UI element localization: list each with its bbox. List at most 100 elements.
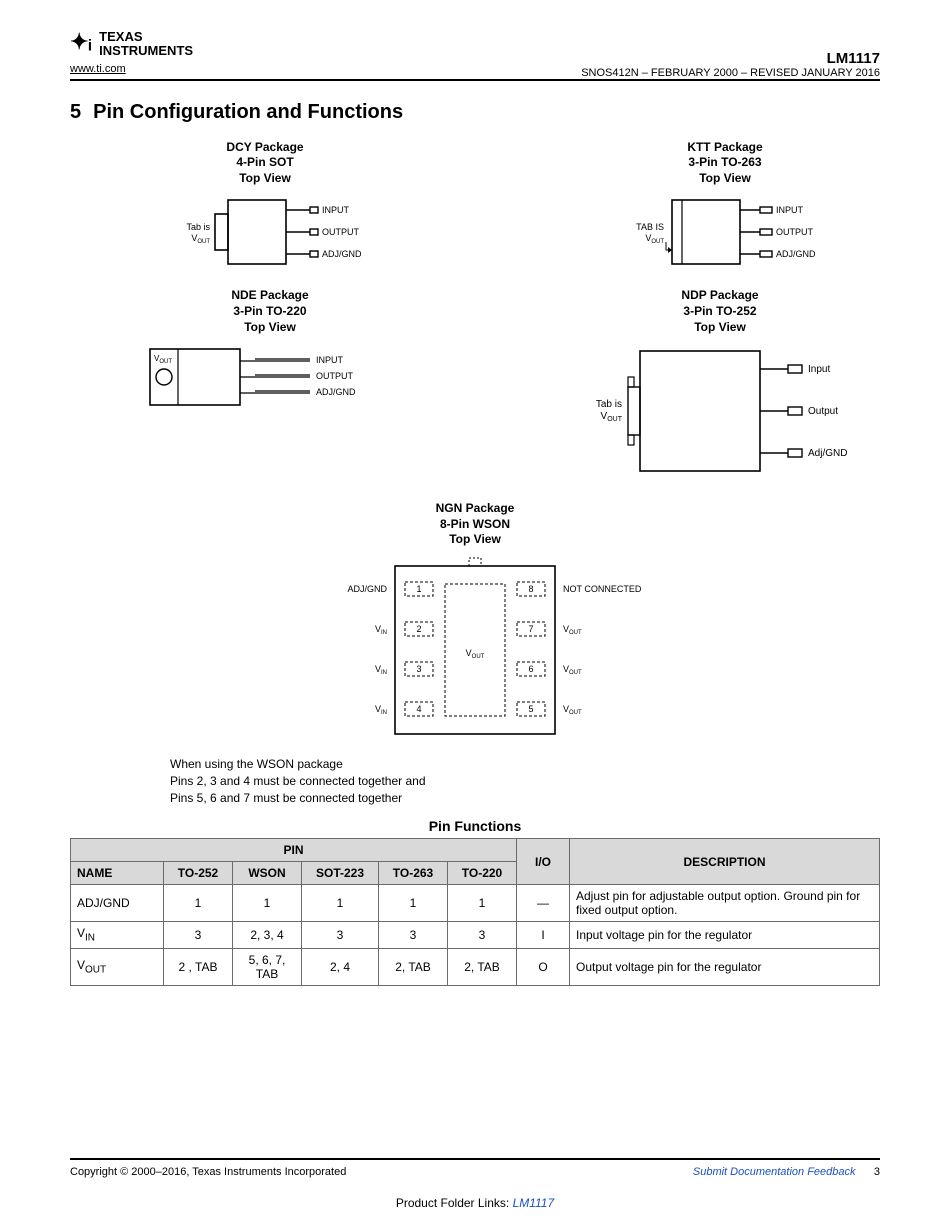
- dcy-diagram: Tab is VOUT INPUT OUTPUT ADJ/GND: [160, 192, 370, 278]
- section-title: 5 Pin Configuration and Functions: [70, 101, 880, 124]
- cell: 3: [302, 922, 379, 948]
- cell: 1: [233, 885, 302, 922]
- section-number: 5: [70, 101, 81, 123]
- table-title: Pin Functions: [70, 818, 880, 834]
- brand-line1: TEXAS: [99, 29, 142, 44]
- cell-io: —: [517, 885, 570, 922]
- dcy-block: DCY Package 4-Pin SOT Top View Tab is VO…: [160, 140, 370, 279]
- svg-text:5: 5: [528, 704, 533, 714]
- cell: 2, 3, 4: [233, 922, 302, 948]
- th-c4: TO-263: [379, 862, 448, 885]
- svg-text:OUTPUT: OUTPUT: [322, 227, 360, 237]
- svg-text:VOUT: VOUT: [563, 704, 582, 716]
- svg-text:VOUT: VOUT: [466, 648, 485, 660]
- cell-name: VIN: [71, 922, 164, 948]
- ngn-name: NGN Package: [436, 501, 515, 515]
- cell: 2, TAB: [448, 948, 517, 985]
- nde-name: NDE Package: [231, 288, 308, 302]
- product-link[interactable]: LM1117: [513, 1196, 555, 1210]
- wson-note-l1: When using the WSON package: [170, 757, 343, 771]
- cell: 3: [448, 922, 517, 948]
- dcy-l3: Top View: [239, 171, 291, 185]
- cell: 1: [379, 885, 448, 922]
- nde-diagram: VOUT INPUT OUTPUT ADJ/GND: [140, 341, 400, 421]
- cell-desc: Input voltage pin for the regulator: [570, 922, 880, 948]
- svg-text:TAB IS: TAB IS: [636, 222, 664, 232]
- feedback-link[interactable]: Submit Documentation Feedback: [693, 1166, 856, 1178]
- svg-text:ADJ/GND: ADJ/GND: [776, 249, 816, 259]
- wson-note: When using the WSON package Pins 2, 3 an…: [170, 756, 880, 806]
- svg-text:Adj/GND: Adj/GND: [808, 448, 847, 459]
- cell: 3: [379, 922, 448, 948]
- cell: 1: [164, 885, 233, 922]
- svg-text:INPUT: INPUT: [316, 355, 344, 365]
- svg-text:VIN: VIN: [375, 624, 387, 636]
- ngn-l2: 8-Pin WSON: [440, 517, 510, 531]
- nde-l3: Top View: [244, 320, 296, 334]
- svg-text:Input: Input: [808, 364, 830, 375]
- cell-desc: Adjust pin for adjustable output option.…: [570, 885, 880, 922]
- svg-text:VOUT: VOUT: [191, 233, 210, 245]
- ngn-l3: Top View: [449, 532, 501, 546]
- cell-name: ADJ/GND: [71, 885, 164, 922]
- svg-text:VOUT: VOUT: [645, 233, 664, 245]
- svg-text:6: 6: [528, 664, 533, 674]
- svg-text:3: 3: [416, 664, 421, 674]
- ndp-diagram: Tab is VOUT Input Output Adj/GND: [570, 341, 870, 491]
- ktt-l2: 3-Pin TO-263: [688, 155, 761, 169]
- nde-l2: 3-Pin TO-220: [233, 304, 306, 318]
- svg-text:ADJ/GND: ADJ/GND: [347, 584, 387, 594]
- th-desc: DESCRIPTION: [570, 839, 880, 885]
- svg-text:VOUT: VOUT: [154, 354, 172, 365]
- svg-text:INPUT: INPUT: [322, 205, 350, 215]
- ktt-diagram: TAB IS VOUT INPUT OUTPUT ADJ/GND: [610, 192, 840, 278]
- cell: 2 , TAB: [164, 948, 233, 985]
- product-folder-label: Product Folder Links:: [396, 1196, 509, 1210]
- wson-note-l3: Pins 5, 6 and 7 must be connected togeth…: [170, 791, 402, 805]
- cell: 3: [164, 922, 233, 948]
- svg-text:VOUT: VOUT: [563, 624, 582, 636]
- ktt-name: KTT Package: [687, 140, 762, 154]
- page-number: 3: [874, 1166, 880, 1178]
- th-pin: PIN: [71, 839, 517, 862]
- dcy-l2: 4-Pin SOT: [236, 155, 293, 169]
- part-number: LM1117: [581, 50, 880, 67]
- svg-text:4: 4: [416, 704, 421, 714]
- svg-text:7: 7: [528, 624, 533, 634]
- svg-text:VOUT: VOUT: [563, 664, 582, 676]
- nde-block: NDE Package 3-Pin TO-220 Top View VOUT I…: [140, 288, 400, 491]
- cell: 5, 6, 7, TAB: [233, 948, 302, 985]
- svg-text:VIN: VIN: [375, 664, 387, 676]
- th-c2: WSON: [233, 862, 302, 885]
- svg-text:NOT CONNECTED: NOT CONNECTED: [563, 584, 642, 594]
- svg-text:VIN: VIN: [375, 704, 387, 716]
- table-row: VOUT2 , TAB5, 6, 7, TAB2, 42, TAB2, TABO…: [71, 948, 880, 985]
- ktt-block: KTT Package 3-Pin TO-263 Top View TAB IS…: [610, 140, 840, 279]
- svg-text:OUTPUT: OUTPUT: [316, 371, 354, 381]
- th-name: NAME: [71, 862, 164, 885]
- svg-text:1: 1: [416, 584, 421, 594]
- cell-io: O: [517, 948, 570, 985]
- svg-text:INPUT: INPUT: [776, 205, 804, 215]
- cell-io: I: [517, 922, 570, 948]
- th-c3: SOT-223: [302, 862, 379, 885]
- footer: Copyright © 2000–2016, Texas Instruments…: [70, 1158, 880, 1210]
- svg-text:Tab is: Tab is: [596, 399, 622, 410]
- cell: 1: [448, 885, 517, 922]
- ndp-name: NDP Package: [681, 288, 758, 302]
- dcy-name: DCY Package: [226, 140, 303, 154]
- table-row: ADJ/GND11111—Adjust pin for adjustable o…: [71, 885, 880, 922]
- section-text: Pin Configuration and Functions: [93, 101, 403, 123]
- doc-id: SNOS412N – FEBRUARY 2000 – REVISED JANUA…: [581, 67, 880, 79]
- cell: 1: [302, 885, 379, 922]
- th-io: I/O: [517, 839, 570, 885]
- table-row: VIN32, 3, 4333IInput voltage pin for the…: [71, 922, 880, 948]
- svg-text:Output: Output: [808, 406, 838, 417]
- th-c1: TO-252: [164, 862, 233, 885]
- th-c5: TO-220: [448, 862, 517, 885]
- pin-functions-table: PIN I/O DESCRIPTION NAME TO-252 WSON SOT…: [70, 838, 880, 985]
- copyright: Copyright © 2000–2016, Texas Instruments…: [70, 1166, 346, 1178]
- cell-name: VOUT: [71, 948, 164, 985]
- svg-text:VOUT: VOUT: [601, 411, 623, 423]
- svg-text:8: 8: [528, 584, 533, 594]
